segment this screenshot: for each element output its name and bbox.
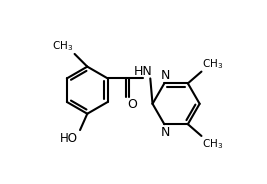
Text: CH$_3$: CH$_3$: [202, 137, 223, 151]
Text: CH$_3$: CH$_3$: [53, 39, 74, 53]
Text: HO: HO: [60, 132, 78, 145]
Text: N: N: [160, 126, 170, 139]
Text: CH$_3$: CH$_3$: [202, 57, 223, 71]
Text: N: N: [160, 69, 170, 82]
Text: HN: HN: [134, 65, 152, 77]
Text: O: O: [128, 98, 138, 111]
